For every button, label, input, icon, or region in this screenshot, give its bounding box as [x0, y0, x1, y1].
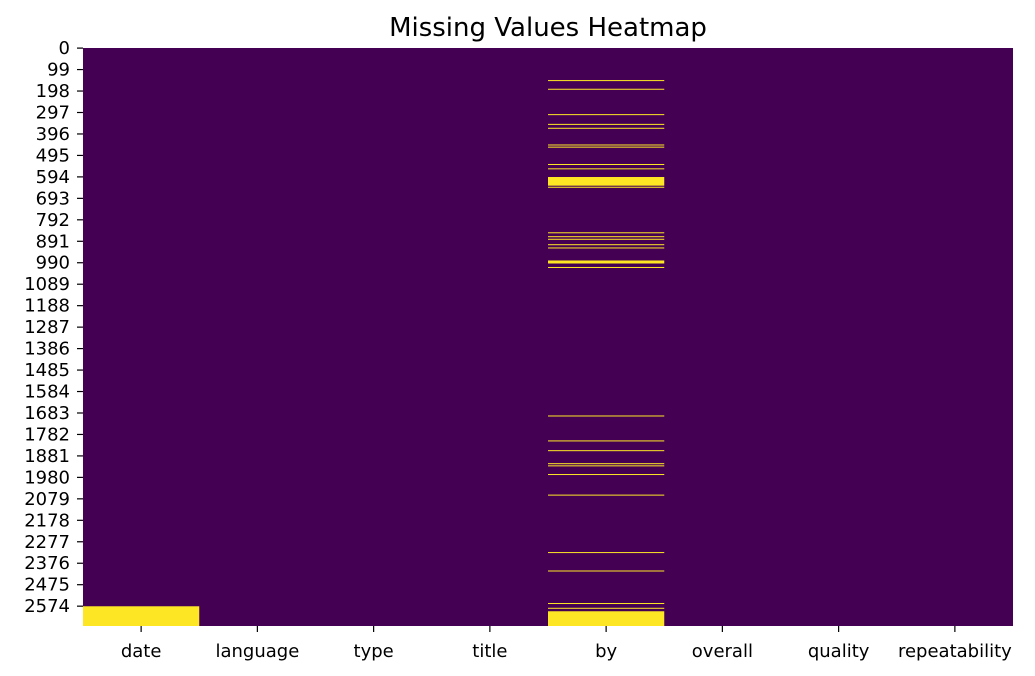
x-tick-label-overall: overall [692, 641, 753, 662]
missing-cell-by [548, 247, 665, 249]
missing-cell-by [548, 607, 665, 609]
y-tick-label: 2178 [24, 510, 70, 531]
y-tick-label: 2079 [24, 489, 70, 510]
missing-cell-by [548, 474, 665, 476]
y-tick-label: 990 [36, 253, 70, 274]
missing-cell-by [548, 168, 665, 170]
y-tick-label: 1980 [24, 467, 70, 488]
y-tick-label: 2574 [24, 596, 70, 617]
missing-cell-by [548, 415, 665, 417]
x-axis: date language type title by overall quality rep… [121, 626, 1012, 662]
missing-cell-date [83, 606, 200, 626]
y-tick-label: 2277 [24, 532, 70, 553]
y-tick-label: 1881 [24, 446, 70, 467]
y-tick-label: 1188 [24, 296, 70, 317]
missing-cell-by [548, 163, 665, 165]
missing-cell-by [548, 260, 665, 264]
missing-cell-by [548, 232, 665, 234]
missing-cell-by [548, 80, 665, 82]
missing-cell-by [548, 144, 665, 146]
y-tick-label: 198 [36, 81, 70, 102]
y-tick-label: 0 [59, 38, 70, 59]
missing-cell-by [548, 88, 665, 90]
x-tick-label-quality: quality [808, 641, 870, 662]
y-axis: 0991982973964955946937928919901089118812… [24, 38, 83, 617]
x-tick-label-title: title [472, 641, 507, 662]
x-tick-label-repeatability: repeatability [898, 641, 1012, 662]
y-tick-label: 1386 [24, 339, 70, 360]
y-tick-label: 693 [36, 188, 70, 209]
y-tick-label: 1782 [24, 424, 70, 445]
y-tick-label: 891 [36, 231, 70, 252]
y-tick-label: 1683 [24, 403, 70, 424]
missing-cell-by [548, 463, 665, 465]
y-tick-label: 396 [36, 124, 70, 145]
missing-cell-by [548, 611, 665, 626]
y-tick-label: 594 [36, 167, 70, 188]
chart-title: Missing Values Heatmap [389, 13, 707, 43]
missing-cell-by [548, 176, 665, 186]
missing-cell-by [548, 186, 665, 188]
missing-cell-by [548, 450, 665, 452]
missing-cell-by [548, 552, 665, 554]
missing-cell-by [548, 244, 665, 246]
y-tick-label: 297 [36, 102, 70, 123]
y-tick-label: 99 [47, 60, 70, 81]
y-tick-label: 2376 [24, 553, 70, 574]
missing-cell-by [548, 236, 665, 238]
y-tick-label: 1584 [24, 382, 70, 403]
y-tick-label: 1089 [24, 274, 70, 295]
y-tick-label: 1485 [24, 360, 70, 381]
y-tick-label: 1287 [24, 317, 70, 338]
y-tick-label: 495 [36, 145, 70, 166]
missing-cell-by [548, 123, 665, 125]
missing-cell-by [548, 114, 665, 116]
missing-cell-by [548, 465, 665, 467]
y-tick-label: 792 [36, 210, 70, 231]
y-tick-label: 2475 [24, 575, 70, 596]
heatmap-background [83, 48, 1013, 626]
x-tick-label-language: language [215, 641, 299, 662]
missing-cell-by [548, 440, 665, 442]
x-tick-label-date: date [121, 641, 162, 662]
missing-cell-by [548, 238, 665, 240]
heatmap-plot-area [83, 48, 1013, 626]
missing-cell-by [548, 146, 665, 148]
missing-cell-by [548, 127, 665, 129]
x-tick-label-by: by [595, 641, 617, 662]
missing-cell-by [548, 570, 665, 572]
missing-cell-by [548, 494, 665, 496]
missing-cell-by [548, 603, 665, 605]
x-tick-label-type: type [354, 641, 394, 662]
missing-cell-by [548, 266, 665, 268]
